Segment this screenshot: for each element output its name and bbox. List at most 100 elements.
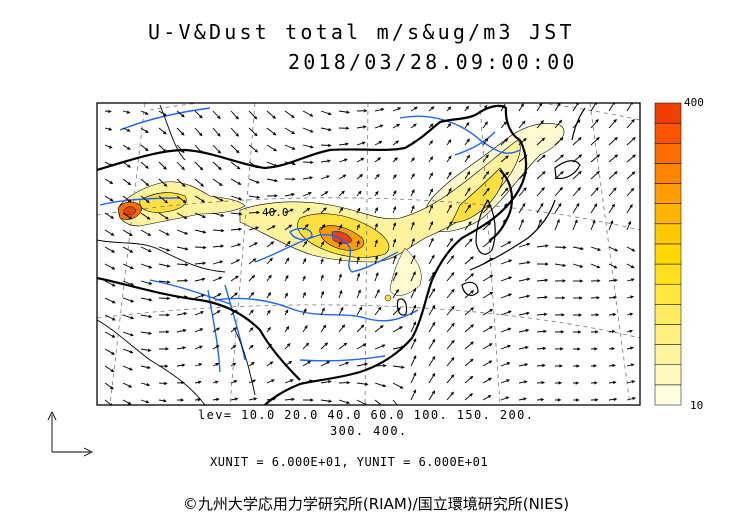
wind-vector	[518, 312, 529, 316]
wind-vector	[374, 157, 381, 163]
wind-vector-head	[392, 222, 397, 226]
wind-vector-head	[181, 166, 185, 171]
wind-vector	[410, 255, 416, 265]
wind-vector	[410, 355, 417, 367]
wind-vector-head	[148, 281, 153, 285]
wind-vector	[212, 144, 221, 154]
wind-vector-head	[130, 316, 135, 320]
wind-vector	[140, 297, 152, 301]
wind-vector	[302, 224, 309, 231]
wind-vector-head	[320, 290, 325, 295]
wind-vector	[500, 188, 509, 197]
colorbar-max-label: 400	[684, 96, 704, 109]
coast-japan-hokkaido	[554, 160, 581, 180]
wind-vector	[104, 195, 114, 202]
wind-vector-head	[523, 154, 528, 159]
wind-vector-head	[393, 254, 397, 259]
wind-vector	[482, 222, 491, 231]
wind-vector	[446, 340, 455, 350]
wind-vector-head	[182, 346, 187, 350]
wind-vector	[464, 324, 474, 333]
wind-vector	[626, 154, 636, 163]
wind-vector	[266, 225, 276, 231]
colorbar-swatch	[654, 102, 682, 124]
wind-vector	[590, 119, 599, 129]
wind-vector	[554, 246, 566, 248]
coastlines-borders	[97, 104, 586, 405]
river-salween	[207, 289, 221, 373]
wind-vector-head	[397, 107, 402, 111]
wind-vector	[500, 241, 511, 248]
wind-vector	[356, 141, 365, 146]
wind-vector-head	[238, 197, 243, 201]
wind-vector-head	[148, 265, 153, 269]
wind-vector-head	[129, 350, 134, 354]
wind-vector-head	[469, 238, 473, 242]
wind-vector-head	[320, 274, 324, 279]
wind-vector-head	[130, 266, 134, 270]
wind-vector-head	[432, 338, 436, 343]
wind-vector-head	[252, 379, 257, 383]
wind-vector	[230, 398, 238, 401]
wind-vector	[446, 306, 455, 316]
wind-vector	[104, 348, 115, 355]
wind-vector	[338, 158, 348, 163]
wind-vector-head	[271, 379, 275, 383]
wind-vector-head	[401, 365, 405, 369]
wind-vector	[338, 143, 348, 146]
wind-vector-head	[356, 224, 360, 228]
wind-vector-head	[557, 103, 561, 106]
wind-vector	[140, 263, 152, 269]
wind-vector	[500, 259, 512, 265]
wind-vector-head	[430, 237, 434, 242]
wind-vector-head	[447, 106, 452, 110]
wind-vector-head	[558, 119, 563, 124]
wind-vector-head	[290, 208, 294, 212]
wind-vector-head	[631, 278, 635, 282]
wind-vector	[140, 280, 152, 285]
wind-vector-head	[252, 258, 257, 262]
wind-vector	[194, 363, 202, 367]
wind-vector	[158, 161, 167, 170]
wind-vector-head	[559, 347, 564, 351]
wind-vector	[176, 212, 187, 219]
wind-vector-head	[163, 166, 167, 170]
wind-vector	[266, 110, 276, 119]
wind-vector	[158, 127, 167, 135]
wind-vector	[248, 292, 254, 299]
wind-vector	[320, 175, 330, 180]
wind-vector-head	[184, 247, 189, 251]
wind-vector-head	[341, 324, 346, 328]
wind-vector	[212, 178, 223, 186]
wind-vector-head	[291, 397, 296, 401]
wind-vector-head	[502, 219, 506, 223]
wind-vector-head	[147, 232, 152, 236]
wind-vector	[392, 239, 396, 248]
wind-vector	[248, 195, 260, 199]
wind-vector	[284, 241, 291, 248]
wind-vector	[626, 246, 635, 252]
wind-vector-head	[215, 345, 220, 349]
wind-vector	[140, 195, 150, 203]
rivers	[99, 107, 521, 373]
wind-vector-head	[127, 164, 131, 168]
wind-vector-head	[580, 246, 585, 251]
wind-vector-head	[466, 138, 470, 143]
wind-vector-head	[614, 136, 618, 141]
wind-vector-head	[270, 241, 275, 245]
wind-vector-head	[364, 362, 369, 366]
wind-vector	[284, 208, 294, 214]
river-ob	[119, 107, 211, 131]
wind-vector	[122, 110, 130, 114]
wind-vector	[482, 343, 493, 350]
wind-vector-head	[364, 382, 369, 386]
wind-vector	[446, 289, 455, 299]
wind-vector	[212, 212, 224, 217]
wind-vector-head	[199, 150, 203, 154]
wind-vector	[212, 229, 224, 232]
wind-vector	[572, 171, 582, 180]
wind-vector	[320, 342, 328, 350]
wind-vector	[608, 171, 618, 180]
wind-vector	[176, 312, 187, 316]
wind-vector-head	[236, 149, 240, 154]
